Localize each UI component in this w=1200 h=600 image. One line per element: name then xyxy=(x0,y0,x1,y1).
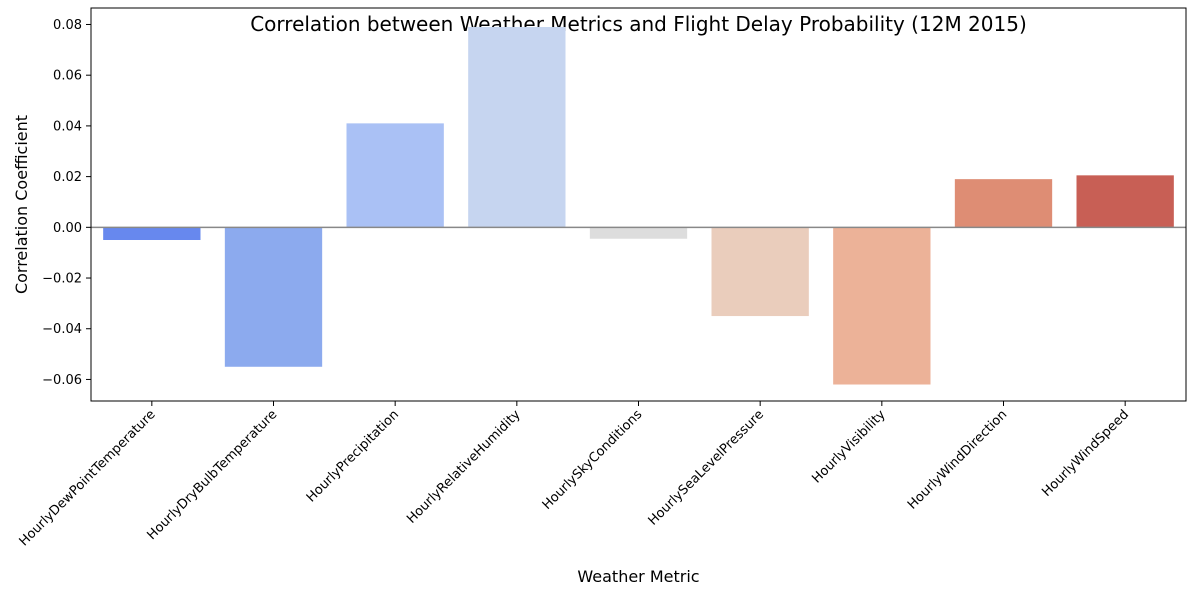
bar-HourlySeaLevelPressure xyxy=(712,227,809,316)
y-tick-label: 0.04 xyxy=(53,119,82,134)
x-tick-label: HourlyDryBulbTemperature xyxy=(145,407,281,543)
y-tick-label: 0.00 xyxy=(53,221,82,236)
x-axis-title: Weather Metric xyxy=(577,567,699,586)
y-axis-ticks: −0.06 −0.04 −0.02 0.00 0.02 0.04 0.06 0.08 xyxy=(42,18,91,388)
bar-HourlyPrecipitation xyxy=(347,123,444,227)
x-tick-label: HourlyWindSpeed xyxy=(1039,407,1132,500)
x-tick-label: HourlyRelativeHumidity xyxy=(404,407,524,527)
y-tick-label: 0.08 xyxy=(53,18,82,33)
x-tick-label: HourlySkyConditions xyxy=(540,407,646,513)
x-tick-label: HourlyVisibility xyxy=(809,407,888,486)
y-tick-label: −0.04 xyxy=(42,322,82,337)
bar-HourlyRelativeHumidity xyxy=(468,27,565,227)
x-axis-ticks: HourlyDewPointTemperatureHourlyDryBulbTe… xyxy=(17,401,1132,549)
bar-HourlySkyConditions xyxy=(590,227,687,238)
y-axis-title: Correlation Coefficient xyxy=(12,115,31,294)
bars-group xyxy=(103,27,1174,385)
y-tick-label: −0.02 xyxy=(42,272,82,287)
chart-title: Correlation between Weather Metrics and … xyxy=(250,12,1027,36)
bar-HourlyWindDirection xyxy=(955,179,1052,227)
x-tick-label: HourlySeaLevelPressure xyxy=(646,407,767,528)
bar-HourlyDewPointTemperature xyxy=(103,227,200,240)
x-tick-label: HourlyDewPointTemperature xyxy=(17,407,159,549)
bar-HourlyDryBulbTemperature xyxy=(225,227,322,366)
x-tick-label: HourlyPrecipitation xyxy=(304,407,402,505)
bar-HourlyVisibility xyxy=(833,227,930,384)
bar-HourlyWindSpeed xyxy=(1077,175,1174,227)
y-tick-label: 0.02 xyxy=(53,170,82,185)
y-tick-label: −0.06 xyxy=(42,373,82,388)
x-tick-label: HourlyWindDirection xyxy=(905,407,1010,512)
y-tick-label: 0.06 xyxy=(53,69,82,84)
